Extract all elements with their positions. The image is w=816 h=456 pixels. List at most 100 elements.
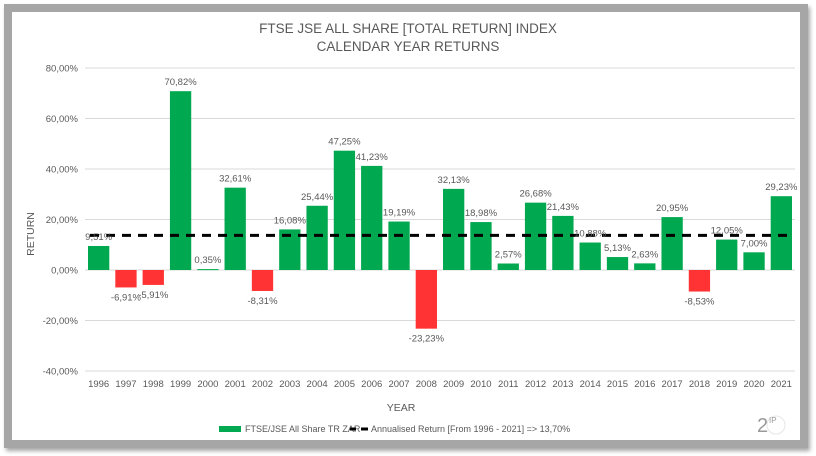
y-tick-label: 60,00% [46, 114, 79, 125]
bar [251, 270, 274, 291]
legend-label-bars: FTSE/JSE All Share TR ZAR [245, 424, 361, 434]
x-tick-label: 2020 [743, 379, 764, 390]
bar [88, 245, 110, 270]
bar [333, 150, 356, 270]
x-tick-label: 2015 [607, 379, 628, 390]
x-tick-label: 1999 [170, 379, 191, 390]
x-tick-label: 2017 [662, 379, 683, 390]
x-tick-label: 2016 [634, 379, 655, 390]
data-label: 25,44% [301, 192, 334, 203]
x-tick-label: 2021 [771, 379, 792, 390]
logo-text: 2 [757, 415, 768, 437]
y-axis-title: RETURN [25, 212, 37, 256]
legend: FTSE/JSE All Share TR ZAR Annualised Ret… [219, 424, 570, 434]
data-label: -8,31% [247, 296, 278, 307]
bar [743, 252, 765, 270]
bar [169, 91, 192, 270]
x-tick-label: 2018 [689, 379, 710, 390]
x-tick-label: 2004 [307, 379, 328, 390]
x-tick-label: 2012 [525, 379, 546, 390]
data-label: 32,61% [219, 174, 252, 185]
bar [579, 242, 601, 270]
gridlines [85, 67, 795, 372]
data-label: 7,00% [741, 238, 768, 249]
data-label: 16,08% [274, 215, 307, 226]
logo: 2 IP [757, 415, 786, 437]
data-label: 29,23% [765, 182, 798, 193]
bar [606, 257, 629, 270]
bar [470, 222, 492, 270]
x-tick-label: 1997 [115, 379, 136, 390]
chart-title: FTSE JSE ALL SHARE [TOTAL RETURN] INDEX [259, 21, 557, 36]
bar [197, 269, 219, 271]
bar [688, 270, 711, 292]
x-tick-label: 2001 [225, 379, 246, 390]
x-tick-label: 2002 [252, 379, 273, 390]
bar [716, 239, 738, 270]
y-tick-label: 20,00% [46, 215, 79, 226]
data-label: 21,43% [547, 202, 580, 213]
x-tick-label: 2013 [552, 379, 573, 390]
bar [306, 205, 328, 270]
y-tick-label: 80,00% [46, 64, 79, 75]
data-label: 32,13% [438, 175, 471, 186]
bars [88, 91, 792, 329]
bar [634, 263, 656, 270]
x-tick-label: 2010 [470, 379, 491, 390]
bar [552, 215, 574, 270]
bar [279, 229, 301, 270]
logo-ring [766, 415, 786, 435]
x-tick-label: 1998 [143, 379, 164, 390]
y-tick-label: 0,00% [51, 266, 78, 277]
data-label: -8,53% [684, 297, 715, 308]
x-tick-label: 2000 [197, 379, 218, 390]
bar [388, 221, 410, 270]
bar [115, 270, 137, 288]
bar [524, 202, 547, 270]
logo-superscript: IP [769, 416, 777, 425]
bar [443, 188, 465, 270]
bar [661, 217, 683, 270]
x-tick-label: 1996 [88, 379, 109, 390]
data-label: -5,91% [138, 290, 169, 301]
x-tick-label: 2014 [580, 379, 601, 390]
data-labels: 9,51% -6,91%-5,91% 70,82% 0,35% 32,61% -8,31%… [85, 77, 798, 344]
data-label: -6,91% [111, 292, 142, 303]
data-label: 26,68% [519, 189, 552, 200]
x-tick-label: 2011 [498, 379, 518, 390]
data-label: 2,63% [631, 249, 658, 260]
data-label: 47,25% [328, 137, 361, 148]
x-axis-ticks: 1996 1997 1998 1999 2000 2001 2002 2003 2004 2005… [88, 379, 792, 390]
data-label: 5,13% [604, 243, 631, 254]
x-tick-label: 2008 [416, 379, 437, 390]
chart-subtitle: CALENDAR YEAR RETURNS [317, 39, 500, 54]
bar [770, 196, 792, 270]
data-label: 19,19% [383, 208, 416, 219]
x-tick-label: 2007 [388, 379, 409, 390]
bar [224, 187, 246, 270]
bar [142, 270, 164, 285]
data-label: 20,95% [656, 203, 689, 214]
data-label: 9,51% [85, 232, 112, 243]
data-label: 18,98% [465, 208, 498, 219]
y-tick-label: -40,00% [43, 367, 79, 378]
data-label: 41,23% [356, 152, 389, 163]
bar [361, 165, 383, 270]
legend-label-line: Annualised Return [From 1996 - 2021] => … [371, 424, 570, 434]
data-label: 0,35% [194, 255, 221, 266]
bar [497, 263, 519, 270]
data-label: 70,82% [164, 77, 197, 88]
data-label: 12,05% [711, 226, 744, 237]
x-tick-label: 2006 [361, 379, 382, 390]
x-tick-label: 2003 [279, 379, 300, 390]
x-tick-label: 2009 [443, 379, 464, 390]
data-label: 2,57% [495, 250, 522, 261]
data-label: 10,88% [574, 229, 607, 240]
y-tick-label: -20,00% [43, 316, 79, 327]
x-tick-label: 2005 [334, 379, 355, 390]
x-axis-title: YEAR [387, 402, 416, 414]
legend-swatch-bars [219, 426, 241, 432]
y-axis-ticks: 80,00% 60,00% 40,00% 20,00% 0,00% -20,00% -40,… [43, 64, 79, 378]
bar [415, 270, 437, 329]
